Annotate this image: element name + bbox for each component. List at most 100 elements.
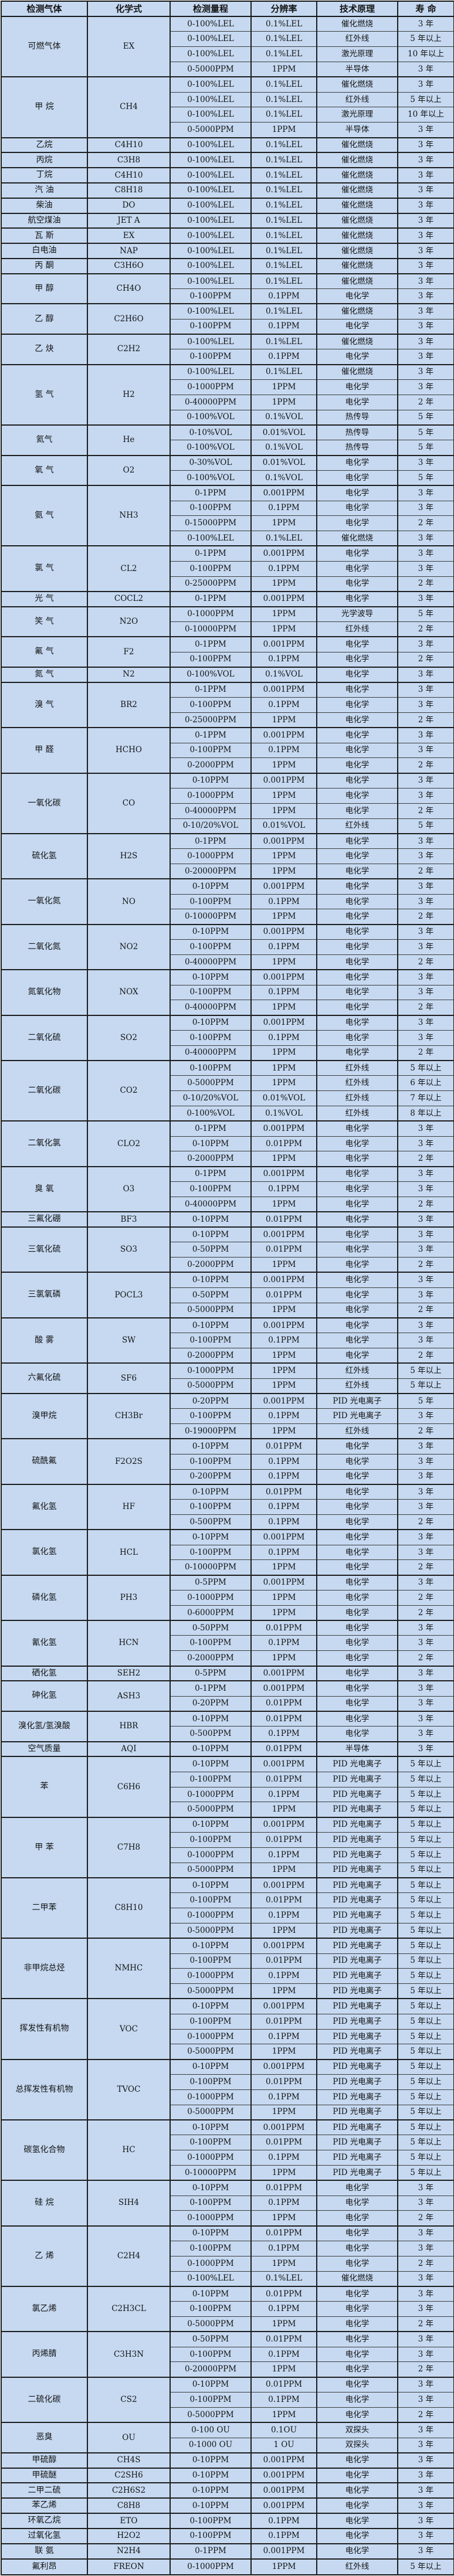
table-row: 0-500PPM 0.1PPM 电化学 2 年 (1, 1514, 454, 1530)
table-row: 三氯氧磷 POCL3 0-10PPM 0.001PPM 电化学 3 年 (1, 1272, 454, 1318)
lifespan-cell: 3 年 (397, 2482, 454, 2499)
formula-cell: VOC (87, 1998, 170, 2060)
formula-cell: SO2 (87, 1014, 170, 1061)
table-row: 甲 醛 HCHO 0-1PPM 0.001PPM 电化学 3 年 (1, 727, 454, 773)
range-cell: 0-5000PPM (170, 61, 251, 77)
lifespan-cell: 3 年 (397, 1029, 454, 1046)
lifespan-cell: 5 年 (397, 606, 454, 622)
principle-cell: 电化学 (316, 984, 398, 1000)
principle-cell: PID 光电离子 (316, 2044, 398, 2060)
principle-cell: 电化学 (316, 1348, 398, 1364)
principle-cell: PID 光电离子 (316, 1968, 398, 1984)
range-cell: 0-100%VOL (170, 666, 251, 682)
range-cell: 0-5000PPM (170, 2316, 251, 2332)
table-row: 0-100PPM 0.1PPM 电化学 3 年 (1, 2195, 454, 2211)
gas-name-cell: 瓦 斯 (1, 227, 87, 244)
range-cell: 0-15000PPM (170, 515, 251, 531)
lifespan-cell: 2 年 (397, 1423, 454, 1439)
gas-name-cell: 一氧化氮 (1, 878, 87, 925)
principle-cell: 红外线 (316, 1075, 398, 1091)
resolution-cell: 0.01PPM (250, 1483, 317, 1500)
lifespan-cell: 3 年 (397, 1665, 454, 1681)
principle-cell: 电化学 (316, 1695, 398, 1711)
range-cell: 0-100%LEL (170, 197, 251, 213)
table-row: 乙 烯 C2H4 0-10PPM 0.01PPM 电化学 3 年 (1, 2225, 454, 2286)
principle-cell: 电化学 (316, 2497, 398, 2514)
table-row: 硒化氢 SEH2 0-5PPM 0.001PPM 电化学 3 年 (1, 1665, 454, 1681)
range-cell: 0-5000PPM (170, 1075, 251, 1091)
resolution-cell: 1PPM (250, 803, 317, 819)
lifespan-cell: 2 年 (397, 2361, 454, 2377)
lifespan-cell: 8 年以上 (397, 1106, 454, 1122)
resolution-cell: 1PPM (250, 606, 317, 622)
range-cell: 0-1000PPM (170, 2255, 251, 2272)
table-row: 臭 氧 O3 0-1PPM 0.001PPM 电化学 3 年 (1, 1165, 454, 1212)
principle-cell: 电化学 (316, 954, 398, 970)
lifespan-cell: 5 年以上 (397, 1908, 454, 1923)
table-row: 0-100PPM 0.1PPM 电化学 3 年 (1, 939, 454, 955)
table-row: 二硫化碳 CS2 0-10PPM 0.01PPM 电化学 3 年 (1, 2376, 454, 2423)
principle-cell: PID 光电离子 (316, 1892, 398, 1908)
lifespan-cell: 3 年 (397, 1226, 454, 1242)
lifespan-cell: 3 年 (397, 1483, 454, 1500)
resolution-cell: 1PPM (250, 379, 317, 395)
lifespan-cell: 5 年以上 (397, 1816, 454, 1833)
formula-cell: C3H8 (87, 152, 170, 168)
table-row: 0-19000PPM 1PPM 红外线 2 年 (1, 1423, 454, 1439)
range-cell: 0-10PPM (170, 1317, 251, 1333)
resolution-cell: 0.1PPM (250, 1181, 317, 1197)
resolution-cell: 0.001PPM (250, 1877, 317, 1893)
lifespan-cell: 3 年 (397, 2240, 454, 2256)
formula-cell: NAP (87, 243, 170, 259)
principle-cell: 电化学 (316, 727, 398, 743)
principle-cell: PID 光电离子 (316, 1877, 398, 1893)
lifespan-cell: 5 年以上 (397, 2104, 454, 2120)
principle-cell: 红外线 (316, 31, 398, 47)
resolution-cell: 1PPM (250, 122, 317, 138)
range-cell: 0-100%VOL (170, 470, 251, 486)
principle-cell: 电化学 (316, 1226, 398, 1242)
principle-cell: 电化学 (316, 2180, 398, 2196)
lifespan-cell: 5 年 (397, 409, 454, 425)
formula-cell: HCN (87, 1620, 170, 1666)
range-cell: 0-100PPM (170, 1181, 251, 1197)
formula-cell: He (87, 424, 170, 456)
resolution-cell: 0.001PPM (250, 2543, 317, 2559)
lifespan-cell: 3 年 (397, 334, 454, 349)
table-row: 0-2000PPM 1PPM 电化学 2 年 (1, 1348, 454, 1364)
resolution-cell: 0.001PPM (250, 1317, 317, 1333)
principle-cell: 电化学 (316, 1257, 398, 1273)
resolution-cell: 0.1%LEL (250, 273, 317, 289)
range-cell: 0-100%LEL (170, 334, 251, 349)
gas-name-cell: 氯 气 (1, 545, 87, 592)
range-cell: 0-100%LEL (170, 137, 251, 153)
table-row: 氟化氢 HF 0-10PPM 0.01PPM 电化学 3 年 (1, 1483, 454, 1530)
lifespan-cell: 5 年 (397, 440, 454, 456)
table-row: 0-100PPM 0.1PPM 电化学 3 年 (1, 697, 454, 713)
lifespan-cell: 3 年 (397, 485, 454, 501)
principle-cell: 电化学 (316, 560, 398, 577)
principle-cell: PID 光电离子 (316, 2028, 398, 2044)
resolution-cell: 0.1PPM (250, 1786, 317, 1802)
lifespan-cell: 3 年 (397, 727, 454, 743)
resolution-cell: 0.1%LEL (250, 258, 317, 274)
lifespan-cell: 2 年 (397, 394, 454, 410)
principle-cell: 半导体 (316, 122, 398, 138)
range-cell: 0-100%VOL (170, 409, 251, 425)
range-cell: 0-1PPM (170, 1120, 251, 1137)
lifespan-cell: 5 年以上 (397, 2028, 454, 2044)
range-cell: 0-100%LEL (170, 76, 251, 93)
gas-name-cell: 二甲二硫 (1, 2482, 87, 2499)
column-header-0: 检测气体 (1, 1, 87, 17)
principle-cell: 电化学 (316, 1014, 398, 1031)
resolution-cell: 0.1PPM (250, 1635, 317, 1651)
lifespan-cell: 2 年 (397, 1590, 454, 1606)
lifespan-cell: 3 年 (397, 1680, 454, 1697)
resolution-cell: 0.001PPM (250, 2119, 317, 2135)
resolution-cell: 0.1PPM (250, 893, 317, 909)
range-cell: 0-10PPM (170, 2497, 251, 2514)
range-cell: 0-100PPM (170, 1060, 251, 1076)
resolution-cell: 0.001PPM (250, 1272, 317, 1288)
gas-name-cell: 氟化氢 (1, 1483, 87, 1530)
range-cell: 0-100PPM (170, 1953, 251, 1969)
